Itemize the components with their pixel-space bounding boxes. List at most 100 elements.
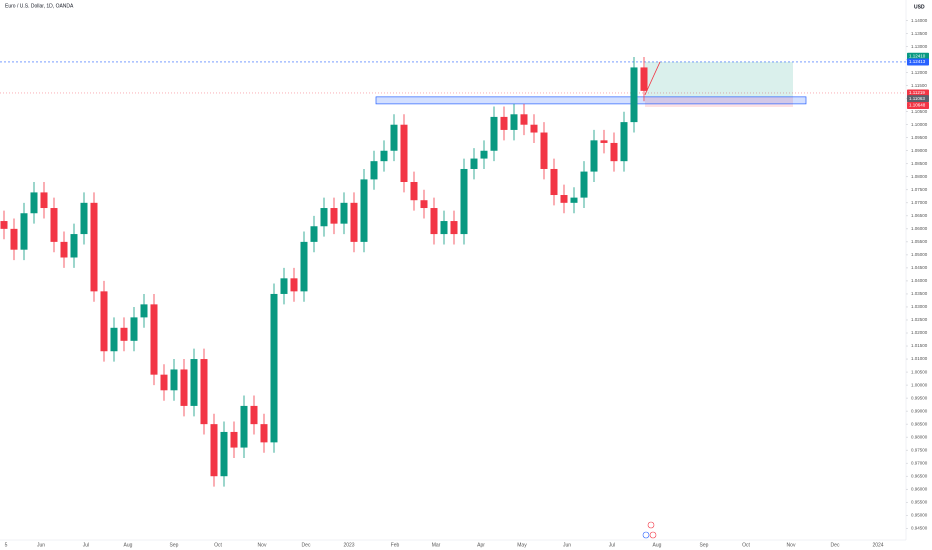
candle-body [590, 140, 598, 172]
y-tick-label: 0.99000 [911, 408, 928, 413]
y-tick-label: 1.06000 [911, 226, 928, 231]
time-label: Aug [653, 542, 662, 548]
event-icon[interactable] [647, 521, 655, 529]
candle-body [210, 424, 218, 477]
y-tick-label: 1.03000 [911, 304, 928, 309]
candle-body [30, 192, 38, 214]
price-tag [907, 58, 929, 66]
event-icons [642, 521, 657, 539]
y-tick-label: 1.07000 [911, 200, 928, 205]
candles [0, 57, 648, 487]
y-tick-label: 0.95500 [911, 499, 928, 504]
chart-title: Euro / U.S. Dollar, 1D, OANDA [5, 3, 74, 9]
candle-body [240, 405, 248, 448]
y-tick-label: 1.12000 [911, 70, 928, 75]
y-tick-label: 0.96500 [911, 473, 928, 478]
event-icon[interactable] [642, 531, 650, 539]
projection-arrow [644, 61, 661, 96]
y-tick-label: 1.07500 [911, 187, 928, 192]
candle-body [140, 304, 148, 318]
candle-body [110, 327, 118, 352]
y-tick-label: 0.98000 [911, 434, 928, 439]
candle-body [400, 124, 408, 182]
candle-body [370, 161, 378, 180]
candle-body [570, 197, 578, 203]
candle-body [150, 304, 158, 375]
price-tag-label: 1.12413 [909, 59, 926, 64]
candle-body [170, 369, 178, 391]
candle-body [20, 213, 28, 250]
price-tag-label: 1.12410 [909, 53, 926, 58]
y-tick-label: 1.00000 [911, 382, 928, 387]
candle-body [0, 221, 8, 229]
y-tick-label: 1.09500 [911, 135, 928, 140]
time-label: Jun [37, 542, 45, 548]
candle-body [220, 431, 228, 477]
price-tag [907, 101, 929, 109]
y-tick-label: 1.06500 [911, 213, 928, 218]
candle-body [530, 124, 538, 133]
candle-body [200, 359, 208, 425]
time-label: Sep [170, 542, 179, 548]
event-icon[interactable] [649, 531, 657, 539]
candle-body [450, 221, 458, 235]
candle-body [350, 202, 358, 242]
time-label: Oct [214, 542, 222, 548]
candle-body [420, 200, 428, 209]
support-zone [375, 96, 807, 105]
candle-body [330, 208, 338, 224]
price-tag-label: 1.11063 [909, 96, 925, 101]
candle-body [90, 202, 98, 292]
price-tag [907, 52, 929, 60]
candle-body [640, 67, 648, 91]
candle-body [290, 278, 298, 292]
candle-body [440, 221, 448, 235]
time-label: Nov [258, 542, 267, 548]
candle-body [300, 241, 308, 292]
candle-body [10, 228, 18, 250]
time-label: Oct [742, 542, 750, 548]
time-label: Aug [124, 542, 133, 548]
candle-body [340, 202, 348, 224]
candle-body [410, 181, 418, 201]
candle-body [620, 122, 628, 162]
candle-body [510, 114, 518, 130]
y-tick-label: 0.97500 [911, 447, 928, 452]
candle-body [130, 317, 138, 341]
time-label: Nov [787, 542, 796, 548]
candle-body [390, 124, 398, 151]
candle-body [500, 116, 508, 130]
y-tick-label: 1.10000 [911, 122, 928, 127]
y-tick-label: 1.00500 [911, 369, 928, 374]
y-tick-label: 1.13500 [911, 31, 928, 36]
time-label: Jul [609, 542, 615, 548]
y-tick-label: 1.09000 [911, 148, 928, 153]
y-tick-label: 1.05500 [911, 239, 928, 244]
y-tick-label: 0.96000 [911, 486, 928, 491]
candle-body [380, 150, 388, 162]
time-label: Jun [563, 542, 571, 548]
candle-body [230, 431, 238, 448]
time-label: Dec [302, 542, 311, 548]
y-tick-label: 1.05000 [911, 252, 928, 257]
y-tick-label: 1.02000 [911, 330, 928, 335]
price-tag-label: 1.10648 [909, 103, 926, 108]
y-tick-label: 1.04500 [911, 265, 928, 270]
candle-body [270, 293, 278, 443]
time-label: 2023 [343, 542, 354, 548]
candle-body [540, 132, 548, 169]
time-label: Dec [831, 542, 840, 548]
candle-body [430, 208, 438, 235]
candle-body [120, 327, 128, 341]
time-label: Feb [391, 542, 400, 548]
candle-body [520, 114, 528, 125]
time-label: 5 [5, 542, 8, 548]
candle-body [70, 234, 78, 258]
candle-body [480, 150, 488, 159]
y-tick-label: 1.03500 [911, 291, 928, 296]
candle-body [550, 168, 558, 196]
candle-body [310, 226, 318, 242]
y-tick-label: 1.14000 [911, 18, 928, 23]
time-label: Jul [83, 542, 89, 548]
